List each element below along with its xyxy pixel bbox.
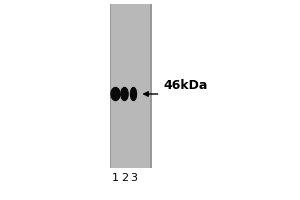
Ellipse shape bbox=[130, 88, 136, 100]
Bar bbox=[110, 4, 111, 168]
Text: 3: 3 bbox=[130, 173, 137, 183]
Ellipse shape bbox=[121, 88, 128, 100]
Bar bbox=[150, 4, 152, 168]
Ellipse shape bbox=[111, 88, 120, 100]
Bar bbox=[110, 4, 152, 168]
Text: 2: 2 bbox=[121, 173, 128, 183]
Text: 46kDa: 46kDa bbox=[164, 79, 208, 92]
Text: 1: 1 bbox=[112, 173, 119, 183]
